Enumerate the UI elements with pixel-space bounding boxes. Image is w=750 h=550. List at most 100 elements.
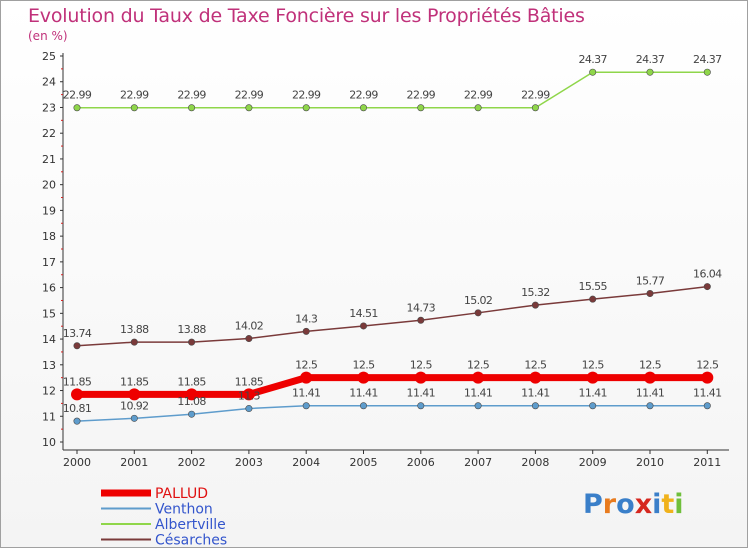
x-tick-label: 2011 (693, 456, 721, 469)
data-label: 11.08 (177, 395, 206, 408)
data-point (188, 410, 196, 418)
logo-letter: o (616, 489, 635, 520)
legend-label: Albertville (155, 517, 226, 533)
y-tick-label: 16 (42, 282, 56, 295)
data-label: 11.85 (63, 375, 92, 388)
x-tick-label: 2006 (407, 456, 435, 469)
series-line-césarches (76, 285, 708, 347)
chart-unit-label: (en %) (28, 29, 68, 43)
data-label: 15.32 (521, 286, 550, 299)
x-tick-label: 2005 (350, 456, 378, 469)
logo-letter: x (634, 489, 653, 520)
y-tick-label: 20 (42, 179, 56, 192)
data-point (130, 338, 138, 346)
data-point (302, 327, 310, 335)
data-point (589, 402, 597, 410)
data-label: 22.99 (120, 89, 149, 102)
data-label: 24.37 (693, 53, 722, 66)
data-point (472, 371, 485, 384)
data-point (474, 402, 482, 410)
y-tick-label: 19 (42, 204, 56, 217)
y-tick-label: 13 (42, 359, 56, 372)
data-point (188, 338, 196, 346)
data-label: 12.5 (352, 359, 375, 372)
data-label: 22.99 (407, 89, 436, 102)
data-label: 11.41 (292, 387, 321, 400)
data-label: 14.3 (295, 312, 318, 325)
y-tick-label: 25 (42, 50, 56, 63)
data-point (302, 104, 310, 112)
x-tick-label: 2007 (464, 456, 492, 469)
data-point (359, 322, 367, 330)
y-tick-label: 23 (42, 101, 56, 114)
data-point (73, 104, 81, 112)
data-label: 10.81 (63, 402, 92, 415)
data-label: 11.41 (578, 387, 607, 400)
data-point (185, 388, 198, 401)
data-label: 12.5 (696, 359, 719, 372)
data-point (646, 402, 654, 410)
data-label: 11.41 (693, 387, 722, 400)
data-point (300, 371, 313, 384)
data-label: 24.37 (578, 53, 607, 66)
y-tick-label: 14 (42, 333, 56, 346)
data-point (589, 68, 597, 76)
data-point (589, 295, 597, 303)
proxiti-logo: Proxiti (583, 489, 684, 520)
data-label: 22.99 (464, 89, 493, 102)
data-point (474, 309, 482, 317)
data-point (359, 402, 367, 410)
data-point (245, 104, 253, 112)
data-label: 12.5 (295, 359, 318, 372)
data-label: 14.73 (407, 301, 436, 314)
y-tick-label: 17 (42, 256, 56, 269)
series-line-pallud (77, 374, 708, 398)
series-line-venthon (76, 404, 708, 422)
x-tick-label: 2004 (292, 456, 320, 469)
data-point (130, 414, 138, 422)
data-point (646, 68, 654, 76)
data-point (188, 104, 196, 112)
legend-label: Césarches (155, 533, 227, 549)
legend-label: PALLUD (155, 486, 208, 502)
y-tick-label: 21 (42, 153, 56, 166)
data-label: 14.51 (349, 307, 378, 320)
data-point (701, 371, 714, 384)
data-point (417, 104, 425, 112)
data-point (529, 371, 542, 384)
data-label: 15.77 (636, 275, 665, 288)
data-label: 12.5 (467, 359, 490, 372)
data-point (130, 104, 138, 112)
data-label: 11.3 (238, 390, 261, 403)
logo-letter: r (602, 489, 617, 520)
data-point (414, 371, 427, 384)
data-label: 22.99 (292, 89, 321, 102)
data-label: 22.99 (521, 89, 550, 102)
data-label: 13.88 (120, 323, 149, 336)
data-point (703, 402, 711, 410)
y-tick-label: 10 (42, 436, 56, 449)
data-label: 14.02 (235, 320, 264, 333)
data-point (71, 388, 83, 401)
y-tick-label: 11 (42, 410, 56, 423)
x-tick-label: 2000 (63, 456, 91, 469)
data-label: 12.5 (524, 359, 547, 372)
data-label: 12.5 (639, 359, 662, 372)
data-label: 22.99 (235, 89, 264, 102)
data-label: 11.41 (407, 387, 436, 400)
data-point (73, 342, 81, 350)
data-point (644, 371, 656, 384)
data-point (531, 402, 539, 410)
data-label: 11.41 (636, 387, 665, 400)
y-tick-label: 15 (42, 307, 56, 320)
x-tick-label: 2001 (120, 456, 148, 469)
data-point (417, 316, 425, 324)
data-label: 15.02 (464, 294, 493, 307)
data-label: 24.37 (636, 53, 665, 66)
legend-label: Venthon (155, 502, 213, 518)
series-line-albertville (77, 71, 708, 109)
data-label: 15.55 (578, 280, 607, 293)
data-point (646, 290, 654, 298)
y-tick-label: 12 (42, 385, 56, 398)
data-point (128, 388, 141, 401)
